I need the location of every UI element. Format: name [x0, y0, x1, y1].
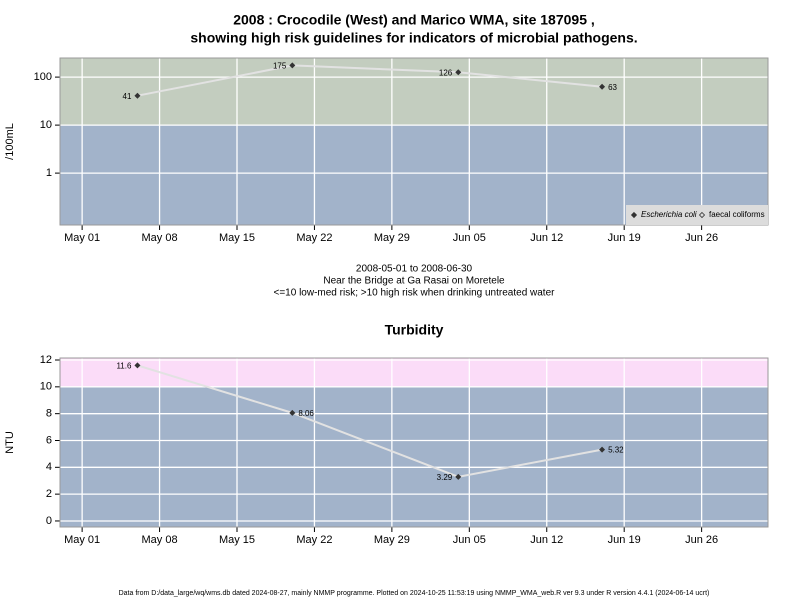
y-tick-label: 4 [46, 461, 52, 473]
x-tick-label: May 22 [296, 534, 332, 546]
x-tick-label: May 29 [374, 232, 410, 244]
data-point [599, 83, 606, 90]
x-tick-label: Jun 05 [453, 232, 486, 244]
x-tick-label: Jun 19 [608, 534, 641, 546]
data-point [134, 362, 141, 369]
data-label: 63 [608, 83, 617, 92]
y-tick-label: 1 [46, 167, 52, 179]
data-label: 5.32 [608, 446, 624, 455]
y-tick-label: 12 [40, 354, 52, 366]
chart-title: 2008 : Crocodile (West) and Marico WMA, … [233, 12, 595, 28]
note: 2008-05-01 to 2008-06-30 [356, 264, 473, 275]
plot-frame [59, 57, 769, 226]
note: <=10 low-med risk; >10 high risk when dr… [274, 288, 556, 299]
x-tick-label: Jun 26 [685, 232, 718, 244]
data-point [289, 62, 296, 69]
y-tick-label: 100 [34, 71, 52, 83]
x-tick-label: Jun 12 [530, 534, 563, 546]
x-tick-label: Jun 12 [530, 232, 563, 244]
x-tick-label: May 01 [64, 232, 100, 244]
y-axis-label: NTU [4, 431, 16, 454]
x-tick-label: May 22 [296, 232, 332, 244]
x-tick-label: Jun 05 [453, 534, 486, 546]
y-axis-label: /100mL [4, 123, 16, 160]
x-tick-label: May 08 [142, 534, 178, 546]
note: Near the Bridge at Ga Rasai on Moretele [323, 276, 505, 287]
legend-marker [698, 211, 706, 219]
data-label: 8.06 [298, 409, 314, 418]
x-tick-label: May 01 [64, 534, 100, 546]
y-tick-label: 10 [40, 381, 52, 393]
chart-title: Turbidity [385, 322, 444, 338]
plot-frame [59, 357, 769, 528]
data-label: 126 [439, 68, 453, 77]
data-label: 11.6 [116, 361, 132, 370]
x-tick-label: May 15 [219, 534, 255, 546]
legend-marker [630, 211, 638, 219]
high-risk-band [60, 358, 768, 387]
data-label: 41 [123, 92, 132, 101]
data-point [134, 92, 141, 99]
data-point [455, 69, 462, 76]
x-tick-label: May 15 [219, 232, 255, 244]
data-label: 175 [273, 62, 287, 71]
legend-label: faecal coliforms [709, 210, 765, 219]
x-tick-label: Jun 19 [608, 232, 641, 244]
data-point [599, 446, 606, 453]
data-point [289, 409, 296, 416]
x-tick-label: May 08 [142, 232, 178, 244]
high-risk-band [60, 58, 768, 126]
data-point [455, 473, 462, 480]
data-label: 3.29 [437, 473, 453, 482]
footer: Data from D:/data_large/wq/wms.db dated … [119, 590, 710, 597]
y-tick-label: 10 [40, 119, 52, 131]
data-line [137, 64, 603, 97]
chart-title: showing high risk guidelines for indicat… [190, 30, 637, 46]
low-risk-band [60, 386, 768, 527]
y-tick-label: 8 [46, 408, 52, 420]
data-line [137, 364, 603, 478]
legend-box [626, 205, 768, 225]
y-tick-label: 6 [46, 434, 52, 446]
y-tick-label: 0 [46, 515, 52, 527]
legend-label: Escherichia coli [641, 210, 697, 219]
x-tick-label: May 29 [374, 534, 410, 546]
x-tick-label: Jun 26 [685, 534, 718, 546]
y-tick-label: 2 [46, 488, 52, 500]
